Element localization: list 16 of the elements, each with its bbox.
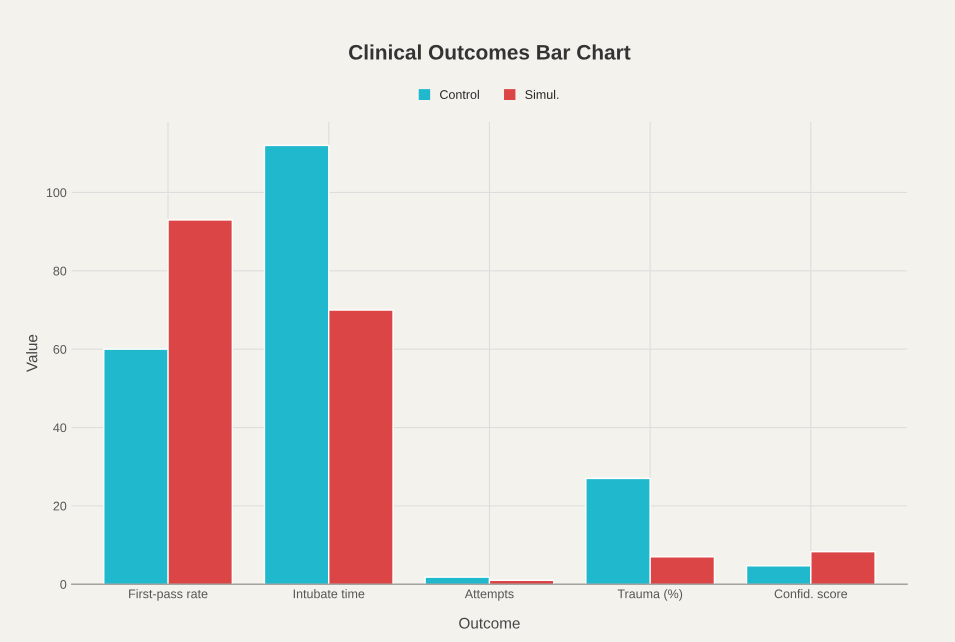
x-axis-title: Outcome	[459, 618, 520, 629]
x-tick-label: Intubate time	[294, 589, 364, 598]
y-tick-label: 80	[53, 266, 66, 276]
x-tick-label: Trauma (%)	[618, 589, 682, 601]
chart-title: Clinical Outcomes Bar Chart	[349, 44, 630, 60]
y-tick-label: 100	[46, 188, 66, 198]
y-tick-label: 60	[53, 344, 66, 354]
y-tick-label: 20	[53, 502, 66, 511]
legend-label: Simul.	[525, 90, 558, 100]
x-tick-label: Attempts	[464, 590, 514, 601]
y-tick-label: 40	[53, 423, 66, 432]
x-tick-label: Confid. score	[774, 589, 848, 598]
y-axis-title: Value	[26, 334, 38, 372]
y-tick-label: 0	[60, 580, 66, 589]
x-tick-label: First-pass rate	[129, 589, 208, 601]
legend-label: Control	[440, 90, 479, 100]
